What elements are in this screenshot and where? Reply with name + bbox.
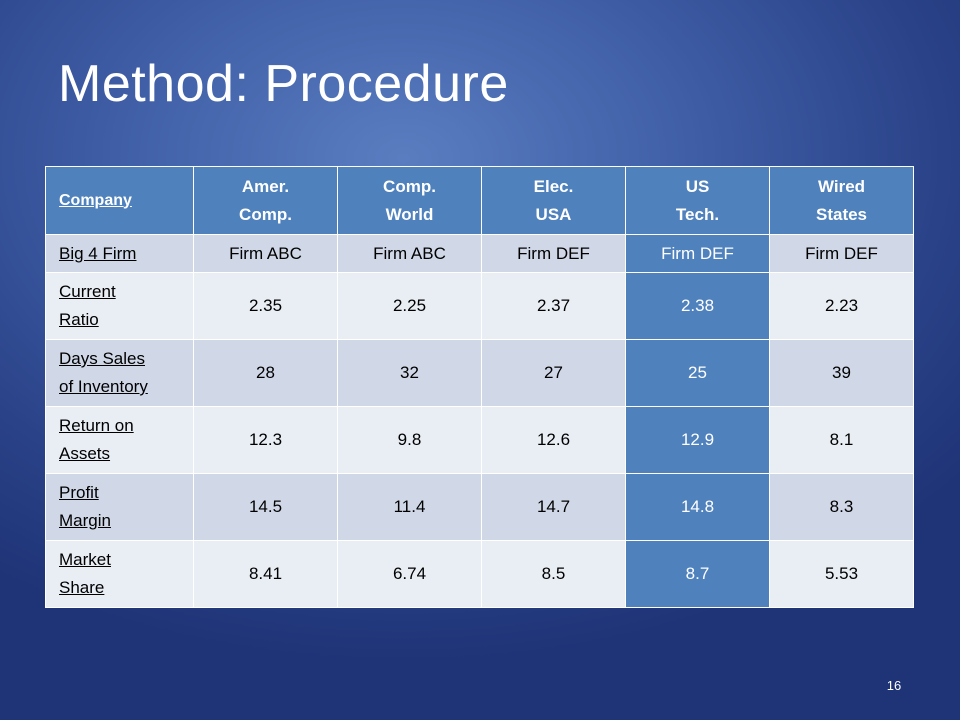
comparison-table: Company Amer. Comp. Comp. World Elec. USA U… bbox=[45, 166, 914, 608]
table-cell-highlighted: 8.7 bbox=[625, 540, 770, 608]
table-cell: 6.74 bbox=[337, 540, 482, 608]
table-cell-highlighted: 12.9 bbox=[625, 406, 770, 474]
table-cell: 8.5 bbox=[481, 540, 626, 608]
table-cell: 12.6 bbox=[481, 406, 626, 474]
header-company: Company bbox=[45, 166, 194, 235]
row-label: Return on Assets bbox=[45, 406, 194, 474]
row-label: Market Share bbox=[45, 540, 194, 608]
table-row: Days Sales of Inventory 28 32 27 25 39 bbox=[45, 339, 914, 407]
table-cell-highlighted: 25 bbox=[625, 339, 770, 407]
slide-title: Method: Procedure bbox=[58, 55, 509, 113]
table-cell: Firm ABC bbox=[193, 234, 338, 273]
table-cell-highlighted: 2.38 bbox=[625, 272, 770, 340]
header-elec-usa: Elec. USA bbox=[481, 166, 626, 235]
header-comp-world: Comp. World bbox=[337, 166, 482, 235]
table-row: Market Share 8.41 6.74 8.5 8.7 5.53 bbox=[45, 540, 914, 608]
table-row: Big 4 Firm Firm ABC Firm ABC Firm DEF Fi… bbox=[45, 234, 914, 273]
table-cell: Firm DEF bbox=[481, 234, 626, 273]
table-cell: 32 bbox=[337, 339, 482, 407]
table-cell-highlighted: Firm DEF bbox=[625, 234, 770, 273]
page-number: 16 bbox=[886, 678, 902, 693]
table-cell: 14.5 bbox=[193, 473, 338, 541]
table-cell: 11.4 bbox=[337, 473, 482, 541]
row-label: Current Ratio bbox=[45, 272, 194, 340]
row-label: Big 4 Firm bbox=[45, 234, 194, 273]
row-label: Profit Margin bbox=[45, 473, 194, 541]
header-us-tech: US Tech. bbox=[625, 166, 770, 235]
header-wired-states: Wired States bbox=[769, 166, 914, 235]
table-cell-highlighted: 14.8 bbox=[625, 473, 770, 541]
header-amer-comp: Amer. Comp. bbox=[193, 166, 338, 235]
row-label: Days Sales of Inventory bbox=[45, 339, 194, 407]
table-cell: 5.53 bbox=[769, 540, 914, 608]
table-cell: Firm DEF bbox=[769, 234, 914, 273]
table-cell: 9.8 bbox=[337, 406, 482, 474]
table-header-row: Company Amer. Comp. Comp. World Elec. USA U… bbox=[45, 166, 914, 235]
table-cell: 2.37 bbox=[481, 272, 626, 340]
table-row: Return on Assets 12.3 9.8 12.6 12.9 8.1 bbox=[45, 406, 914, 474]
table-cell: 14.7 bbox=[481, 473, 626, 541]
table-cell: 39 bbox=[769, 339, 914, 407]
table-cell: 2.35 bbox=[193, 272, 338, 340]
table-cell: 12.3 bbox=[193, 406, 338, 474]
table-cell: 28 bbox=[193, 339, 338, 407]
table-cell: 8.1 bbox=[769, 406, 914, 474]
table-cell: 2.25 bbox=[337, 272, 482, 340]
table-cell: 8.3 bbox=[769, 473, 914, 541]
table-cell: 27 bbox=[481, 339, 626, 407]
table-cell: 2.23 bbox=[769, 272, 914, 340]
table-cell: Firm ABC bbox=[337, 234, 482, 273]
table-row: Profit Margin 14.5 11.4 14.7 14.8 8.3 bbox=[45, 473, 914, 541]
table-cell: 8.41 bbox=[193, 540, 338, 608]
table-row: Current Ratio 2.35 2.25 2.37 2.38 2.23 bbox=[45, 272, 914, 340]
